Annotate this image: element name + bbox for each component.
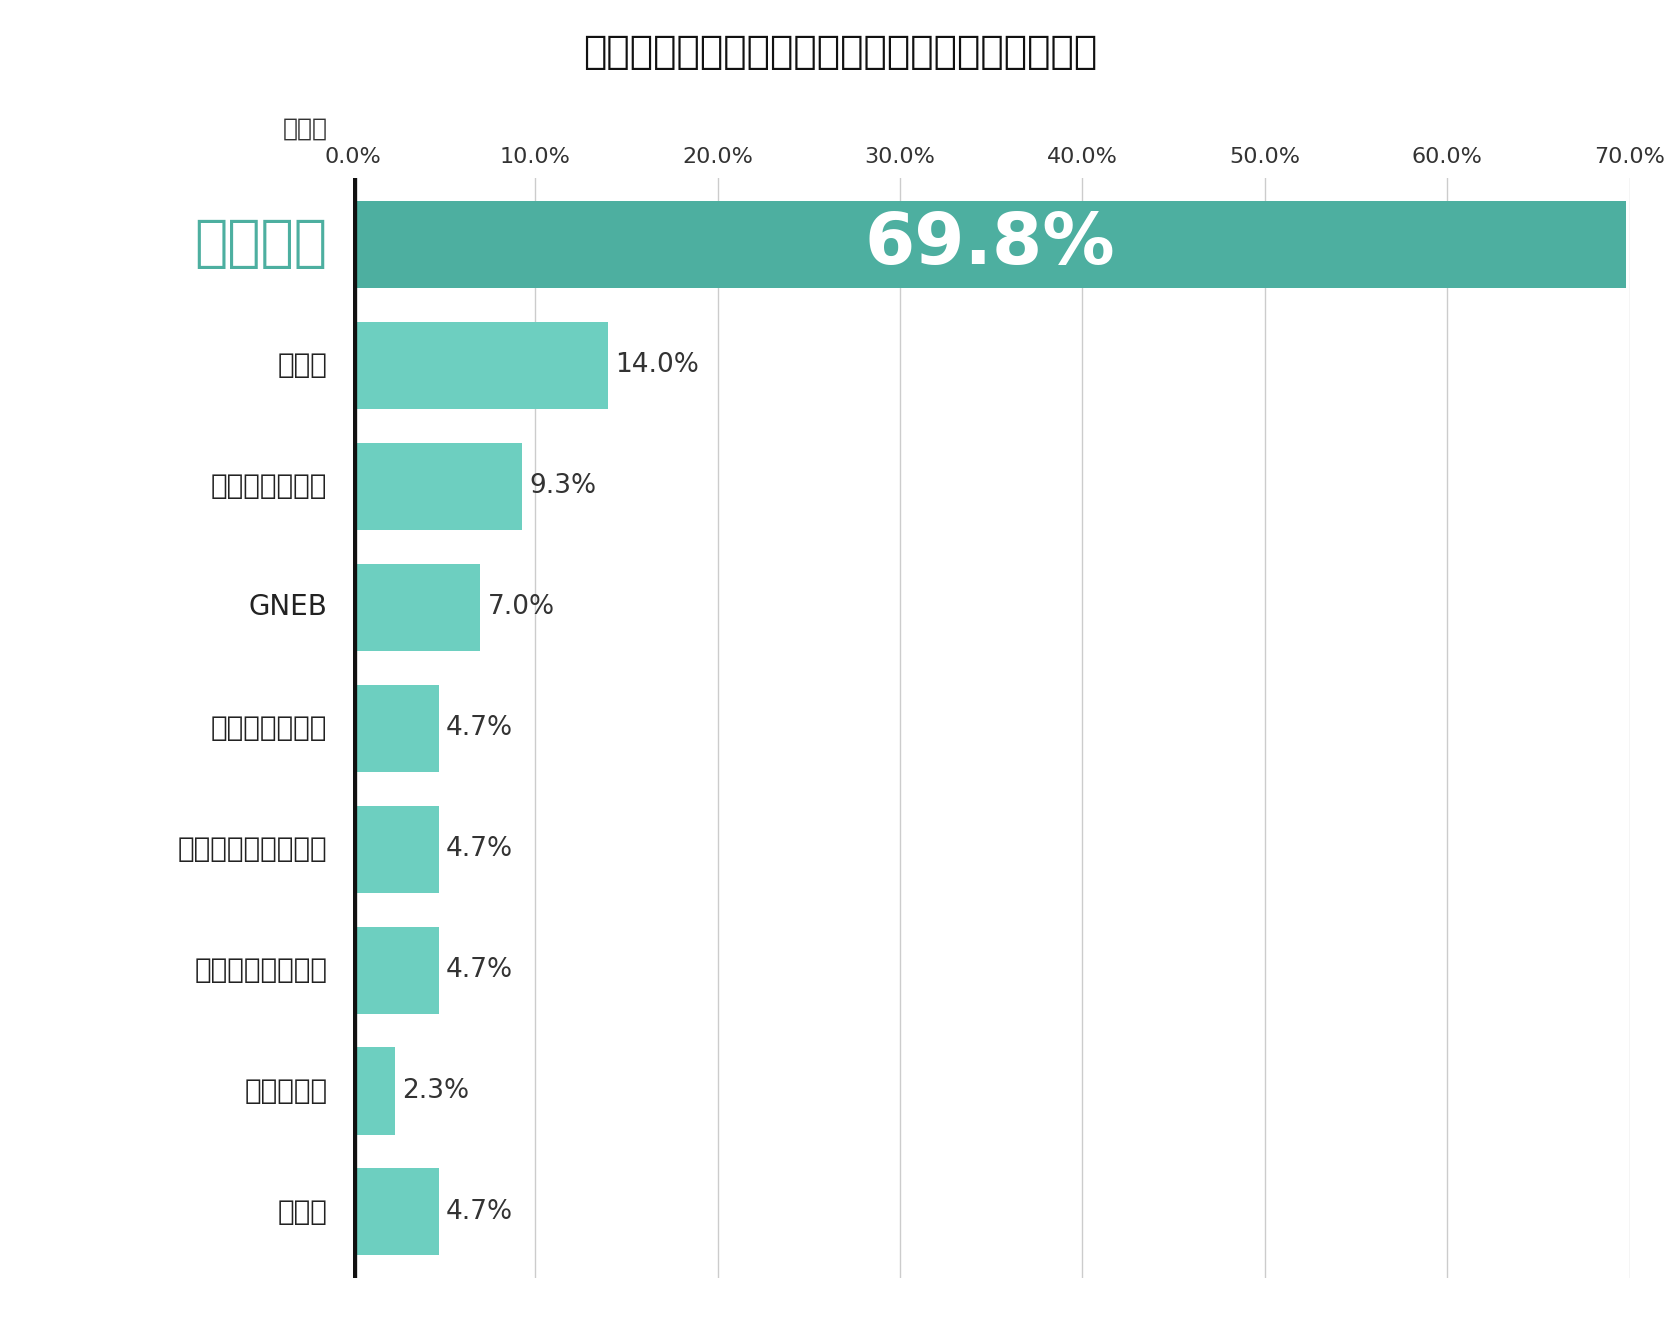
Text: 肺炎クラミジア: 肺炎クラミジア (212, 714, 328, 742)
Text: GNEB: GNEB (249, 593, 328, 621)
Bar (353, 564, 480, 651)
Bar (353, 805, 438, 892)
Text: インフルエンザ菌: インフルエンザ菌 (195, 956, 328, 985)
Text: 2.3%: 2.3% (402, 1078, 469, 1104)
Bar (353, 1048, 395, 1135)
Text: 4.7%: 4.7% (445, 836, 512, 862)
Text: レジオネラ: レジオネラ (244, 1077, 328, 1104)
Text: 7.0%: 7.0% (487, 594, 554, 621)
Text: 4.7%: 4.7% (445, 1199, 512, 1224)
Text: 緑膨菌: 緑膨菌 (277, 352, 328, 380)
Bar (353, 1168, 438, 1256)
Text: 14.0%: 14.0% (615, 352, 699, 378)
Text: 69.8%: 69.8% (864, 210, 1116, 279)
Bar (353, 443, 522, 530)
Text: 4.7%: 4.7% (445, 957, 512, 983)
Text: 9.3%: 9.3% (529, 473, 596, 500)
Text: 肺炎球菌: 肺炎球菌 (195, 217, 328, 272)
Text: 肺炎マイコプラズマ: 肺炎マイコプラズマ (178, 836, 328, 863)
Text: その他: その他 (277, 1198, 328, 1226)
Text: インフルエンザ肺炎における複数菌感染の病原体: インフルエンザ肺炎における複数菌感染の病原体 (583, 33, 1097, 71)
Text: 4.7%: 4.7% (445, 716, 512, 741)
Bar (353, 927, 438, 1014)
Bar (353, 684, 438, 772)
Text: 検出率: 検出率 (282, 116, 328, 141)
Text: 黄色ブドウ球菌: 黄色ブドウ球菌 (212, 472, 328, 501)
Bar (353, 200, 1626, 289)
Bar (353, 322, 608, 409)
